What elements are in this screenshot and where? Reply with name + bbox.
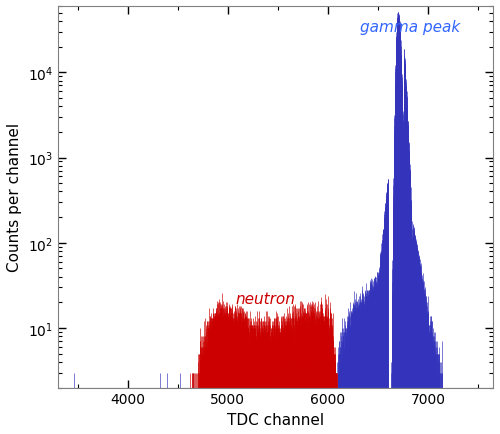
Text: gamma peak: gamma peak xyxy=(360,20,460,35)
Y-axis label: Counts per channel: Counts per channel xyxy=(7,123,22,272)
X-axis label: TDC channel: TDC channel xyxy=(227,412,324,427)
Text: neutron: neutron xyxy=(236,292,296,306)
